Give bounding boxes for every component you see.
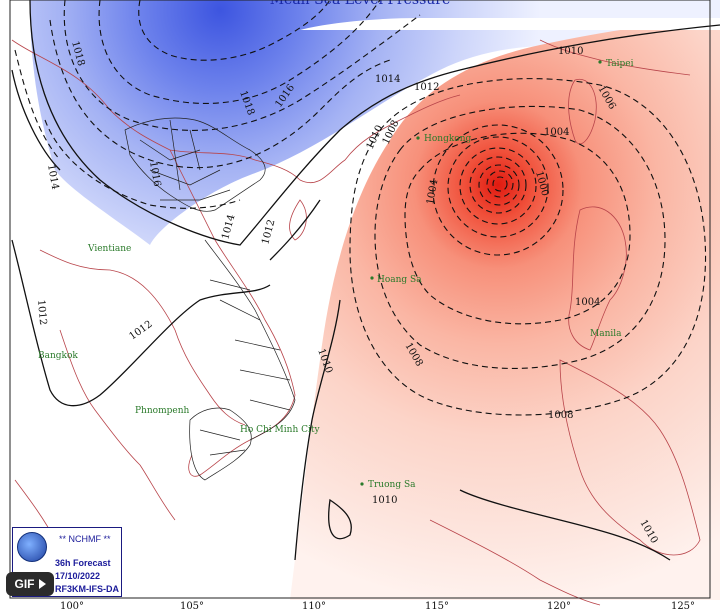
lon-tick: 105° [180, 601, 204, 611]
contour-label: 1008 [548, 410, 573, 421]
forecast-date: 17/10/2022 [55, 571, 101, 581]
city-dot [370, 276, 374, 280]
city-hoangsa: Hoang Sa [377, 275, 422, 285]
contour-label: 1004 [544, 127, 569, 138]
city-hochiminh: Ho Chi Minh City [240, 425, 320, 435]
contour-label: 1014 [375, 74, 400, 85]
contour-label: 1012 [35, 299, 48, 325]
contour-label: 1014 [45, 164, 60, 191]
nchmf-logo-icon [17, 532, 47, 562]
play-icon [38, 579, 46, 589]
isobars [11, 0, 720, 561]
city-manila: Manila [590, 329, 622, 339]
contour-label: 1012 [414, 82, 439, 93]
city-dot [360, 482, 364, 486]
contour-label: 1010 [558, 46, 583, 57]
low-pressure-field [290, 20, 720, 600]
gif-play-button[interactable]: GIF [6, 572, 54, 596]
map-title: Mean Sea Level Pressure [270, 0, 451, 8]
lon-tick: 100° [60, 601, 84, 611]
lon-tick: 120° [547, 601, 571, 611]
city-dot [598, 60, 602, 64]
city-labels: Taipei Hongkong Vientiane Hoang Sa Bangk… [38, 59, 634, 490]
org-name: ** NCHMF ** [59, 534, 111, 544]
city-hongkong: Hongkong [424, 134, 471, 144]
gif-label: GIF [14, 577, 35, 591]
high-pressure-field [30, 0, 720, 245]
contour-label: 1004 [575, 297, 600, 308]
contour-label: 1004 [425, 179, 440, 206]
city-phnompenh: Phnompenh [135, 406, 189, 416]
forecast-info-box: ** NCHMF ** 36h Forecast 17/10/2022 RF3K… [12, 527, 122, 597]
contour-label: 1016 [147, 161, 162, 188]
city-bangkok: Bangkok [38, 351, 78, 361]
city-truongsa: Truong Sa [368, 480, 416, 490]
lon-tick: 110° [302, 601, 326, 611]
lon-tick: 115° [425, 601, 449, 611]
city-vientiane: Vientiane [87, 244, 131, 254]
forecast-horizon: 36h Forecast [55, 558, 111, 568]
contour-label: 1010 [372, 495, 397, 506]
city-dot [416, 136, 420, 140]
model-name: RF3KM-IFS-DA [55, 584, 119, 594]
lon-tick: 125° [671, 601, 695, 611]
admin-borders [124, 117, 296, 481]
city-taipei: Taipei [606, 59, 634, 69]
